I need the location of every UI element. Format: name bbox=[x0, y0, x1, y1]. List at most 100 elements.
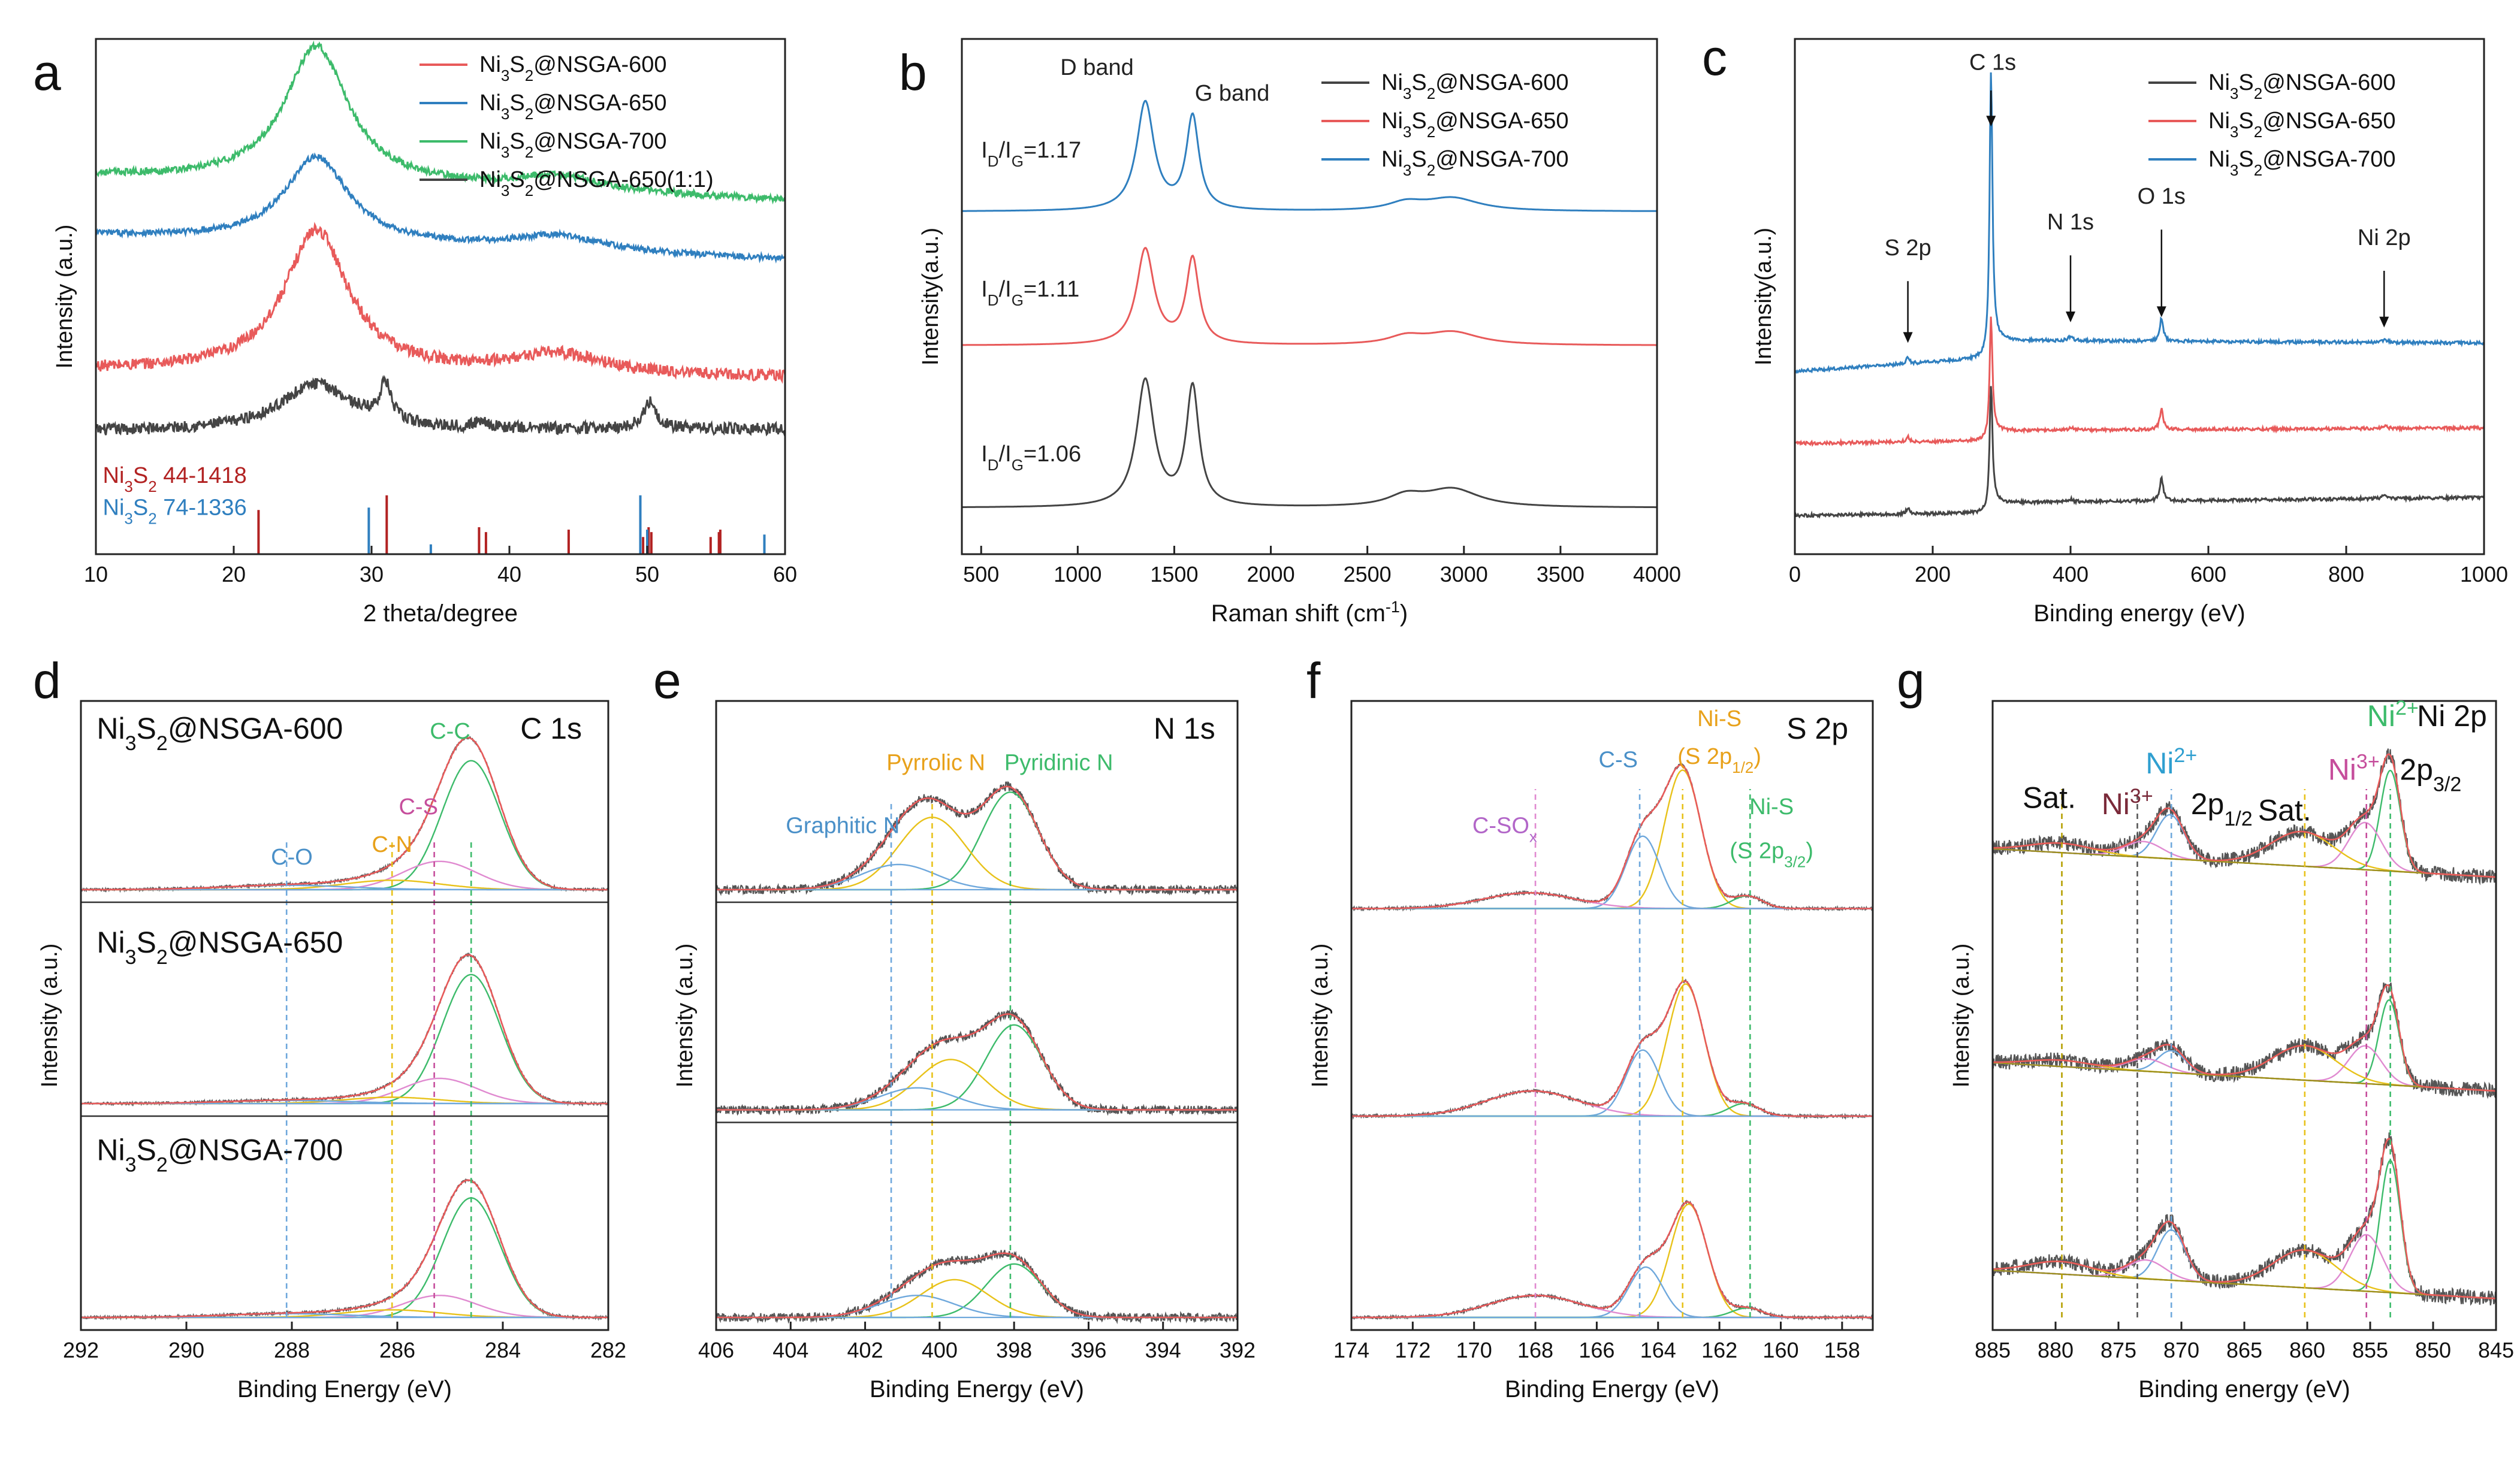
x-tick-label-8: 850 bbox=[2415, 1338, 2451, 1362]
x-tick-label-5: 50 bbox=[635, 562, 659, 587]
series-line-2 bbox=[1795, 316, 2484, 448]
plot-area bbox=[81, 734, 608, 1321]
text-run: Binding Energy (eV) bbox=[1505, 1376, 1719, 1403]
text-run: Ni bbox=[2145, 746, 2174, 780]
y-axis-label: Intensity (a.u.) bbox=[1308, 944, 1333, 1088]
text-run: C-SO bbox=[1472, 814, 1529, 839]
annotation-3: Ni3+ bbox=[2102, 785, 2153, 821]
text-run: ) bbox=[1806, 839, 1813, 864]
text-run: Ni bbox=[2328, 752, 2356, 786]
x-tick-label-2: 404 bbox=[772, 1338, 808, 1362]
subscript: 3 bbox=[1403, 161, 1411, 179]
annotation-5: 2p1/2 bbox=[2191, 787, 2253, 830]
text-run: I bbox=[981, 442, 988, 467]
subscript: 2 bbox=[525, 143, 533, 161]
y-axis-label: Intensity(a.u.) bbox=[918, 228, 943, 365]
text-run: Ni bbox=[2102, 787, 2130, 821]
text-run: S bbox=[509, 90, 524, 116]
subscript: 2 bbox=[2254, 84, 2262, 102]
text-run: 2p bbox=[2191, 787, 2225, 821]
x-tick-label-3: 288 bbox=[274, 1338, 310, 1362]
x-tick-label-5: 865 bbox=[2226, 1338, 2262, 1362]
x-tick-label-5: 398 bbox=[996, 1338, 1032, 1362]
subscript: 3 bbox=[501, 105, 509, 123]
subscript: 3 bbox=[2230, 161, 2238, 179]
annotation-5: ID/IG=1.06 bbox=[981, 442, 1081, 474]
text-run: S 2p bbox=[1885, 235, 1932, 261]
annotation-3: Pyrrolic N bbox=[886, 751, 985, 776]
superscript: -1 bbox=[1386, 598, 1400, 616]
text-run: Ni bbox=[1381, 147, 1403, 172]
panel-e: 406 404 402 400 398 396 394 392 Binding Energy (… bbox=[653, 652, 1256, 1403]
subscript: 2 bbox=[1427, 161, 1435, 179]
x-tick-label-1: 174 bbox=[1333, 1338, 1369, 1362]
text-run: 2p bbox=[2400, 752, 2433, 786]
subscript: 2 bbox=[148, 477, 156, 495]
x-tick-label-4: 40 bbox=[497, 562, 521, 587]
plot-frame bbox=[715, 700, 1239, 1331]
legend-label-2: Ni3S2@NSGA-650 bbox=[2208, 108, 2396, 141]
series-line-2 bbox=[962, 247, 1657, 346]
annotation-9: 2p3/2 bbox=[2400, 752, 2461, 796]
annotation-1: Ni3S2@NSGA-600 bbox=[96, 712, 343, 755]
text-run: Ni-S bbox=[1697, 706, 1742, 732]
plot-frame bbox=[95, 38, 786, 555]
text-run: Ni bbox=[103, 463, 125, 488]
x-tick-label-1: 292 bbox=[63, 1338, 99, 1362]
fit-envelope-2 bbox=[1993, 984, 2496, 1092]
plot-frame bbox=[80, 700, 609, 1331]
annotation-4: ID/IG=1.11 bbox=[981, 277, 1079, 309]
x-tick-label-6: 860 bbox=[2289, 1338, 2325, 1362]
text-run: @NSGA-700 bbox=[533, 129, 666, 154]
text-run: Ni bbox=[1381, 70, 1403, 95]
x-tick-label-8: 160 bbox=[1763, 1338, 1798, 1362]
text-run: Raman shift (cm bbox=[1211, 600, 1386, 627]
panel-b: 500 1000 1500 2000 2500 3000 3500 4000 Raman shi… bbox=[899, 38, 1681, 627]
subscript: 2 bbox=[2254, 161, 2262, 179]
legend-label-3: Ni3S2@NSGA-700 bbox=[479, 129, 667, 161]
text-run: S bbox=[509, 52, 524, 77]
text-run: S bbox=[509, 167, 524, 192]
superscript: 2+ bbox=[2174, 744, 2197, 767]
fit-baseline-3 bbox=[1993, 848, 2496, 878]
subscript: G bbox=[1012, 456, 1024, 474]
text-run: Ni 2p bbox=[2417, 699, 2487, 733]
annotation-1: D band bbox=[1060, 55, 1134, 80]
subscript: 1/2 bbox=[1732, 758, 1754, 776]
annotation-3: N 1s bbox=[2047, 210, 2094, 235]
y-axis-label: Intensity(a.u.) bbox=[1751, 228, 1776, 365]
legend-label-1: Ni3S2@NSGA-600 bbox=[479, 52, 667, 84]
x-tick-label-3: 170 bbox=[1456, 1338, 1492, 1362]
text-run: =1.11 bbox=[1024, 277, 1079, 302]
text-run: Sat. bbox=[2258, 794, 2311, 827]
x-tick-label-5: 2500 bbox=[1344, 562, 1392, 587]
text-run: Intensity(a.u.) bbox=[1751, 228, 1776, 365]
spectrum-raw-1 bbox=[716, 1250, 1238, 1325]
text-run: (S 2p bbox=[1730, 839, 1784, 864]
subscript: 3 bbox=[125, 946, 137, 969]
text-run: Ni bbox=[96, 926, 125, 959]
panel-c: 0 200 400 600 800 1000 Binding energy (eV) Inte… bbox=[1702, 29, 2508, 627]
text-run: 44-1418 bbox=[157, 463, 247, 488]
x-tick-label-4: 2000 bbox=[1247, 562, 1295, 587]
series-line-1 bbox=[1795, 386, 2484, 519]
fit-envelope-3 bbox=[1993, 753, 2496, 878]
plot-area bbox=[1351, 763, 1873, 1321]
annotation-5: C-C bbox=[430, 719, 470, 744]
subscript: 3/2 bbox=[1784, 853, 1806, 871]
panel-f: 174 172 170 168 166 164 162 160 158 Binding Energ… bbox=[1306, 652, 1874, 1403]
annotation-2: G band bbox=[1195, 81, 1270, 106]
text-run: @NSGA-650 bbox=[1435, 108, 1568, 134]
text-run: /I bbox=[999, 277, 1012, 302]
subscript: 3 bbox=[125, 1154, 137, 1177]
text-run: N 1s bbox=[1154, 712, 1215, 745]
text-run: @NSGA-650 bbox=[2262, 108, 2395, 134]
text-run: Intensity (a.u.) bbox=[37, 944, 62, 1088]
fit-envelope-2 bbox=[716, 1013, 1238, 1111]
text-run: S bbox=[2238, 108, 2253, 134]
annotation-6: C-S bbox=[399, 794, 437, 820]
plot-frame bbox=[1350, 700, 1874, 1331]
series-line-3 bbox=[1795, 72, 2484, 374]
text-run: @NSGA-700 bbox=[1435, 147, 1568, 172]
